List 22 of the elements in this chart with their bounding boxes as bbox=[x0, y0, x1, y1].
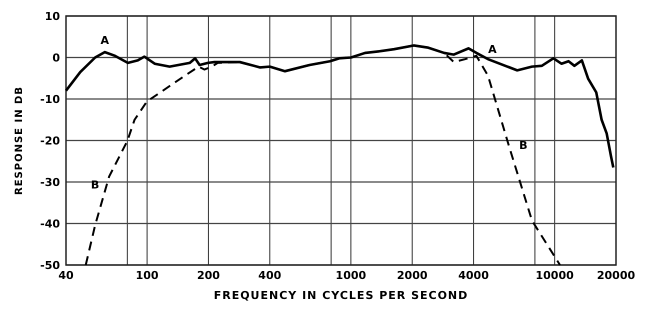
x-tick-label: 100 bbox=[136, 269, 159, 282]
y-tick-label: -10 bbox=[40, 92, 60, 106]
x-tick-label: 20000 bbox=[596, 269, 636, 282]
y-tick-label: -40 bbox=[40, 217, 60, 230]
series-label: A bbox=[488, 42, 498, 56]
x-tick-label: 200 bbox=[196, 269, 220, 282]
y-tick-label: -20 bbox=[40, 134, 60, 148]
text: B bbox=[519, 138, 528, 152]
y-tick-label: -30 bbox=[40, 176, 60, 189]
y-tick-label: -50 bbox=[40, 258, 60, 272]
series-label: B bbox=[90, 178, 100, 192]
x-axis-title: FREQUENCY IN CYCLES PER SECOND bbox=[214, 289, 468, 302]
text: A bbox=[100, 34, 110, 47]
x-tick-label: 2000 bbox=[396, 269, 428, 282]
x-tick-label: 40 bbox=[58, 269, 74, 282]
x-tick-label: 10000 bbox=[536, 269, 574, 282]
x-tick-label: 400 bbox=[258, 269, 282, 282]
x-tick-label: 1000 bbox=[336, 269, 367, 282]
y-tick-label: 0 bbox=[52, 51, 60, 64]
y-tick-label: 10 bbox=[44, 10, 60, 23]
x-tick-label: 4000 bbox=[458, 269, 490, 282]
y-axis-title: RESPONSE IN DB bbox=[14, 86, 25, 195]
